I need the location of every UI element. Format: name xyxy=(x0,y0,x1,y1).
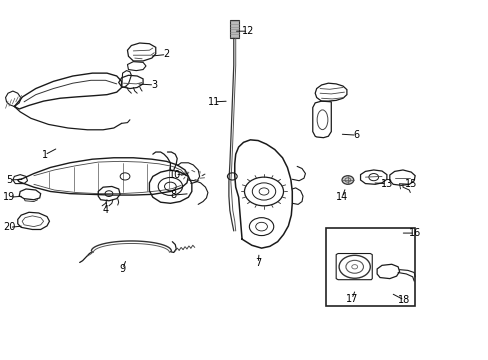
Text: 15: 15 xyxy=(404,179,417,189)
Text: 4: 4 xyxy=(102,206,108,216)
Text: 19: 19 xyxy=(3,192,16,202)
Text: 14: 14 xyxy=(335,192,347,202)
Text: 13: 13 xyxy=(380,179,392,189)
Text: 9: 9 xyxy=(119,264,125,274)
Text: 18: 18 xyxy=(398,295,410,305)
Text: 3: 3 xyxy=(151,80,157,90)
Text: 5: 5 xyxy=(6,175,13,185)
Text: 6: 6 xyxy=(353,130,359,140)
Text: 7: 7 xyxy=(255,258,261,268)
Circle shape xyxy=(341,176,353,184)
Text: 17: 17 xyxy=(345,294,357,304)
Text: 10: 10 xyxy=(169,170,181,180)
Bar xyxy=(326,228,414,306)
Text: 8: 8 xyxy=(170,190,177,200)
Text: 2: 2 xyxy=(163,49,169,59)
Bar xyxy=(229,20,238,39)
Text: 1: 1 xyxy=(41,150,47,160)
Text: 12: 12 xyxy=(242,26,254,36)
Text: 16: 16 xyxy=(408,228,421,238)
Text: 20: 20 xyxy=(3,222,16,232)
Text: 11: 11 xyxy=(208,97,220,107)
